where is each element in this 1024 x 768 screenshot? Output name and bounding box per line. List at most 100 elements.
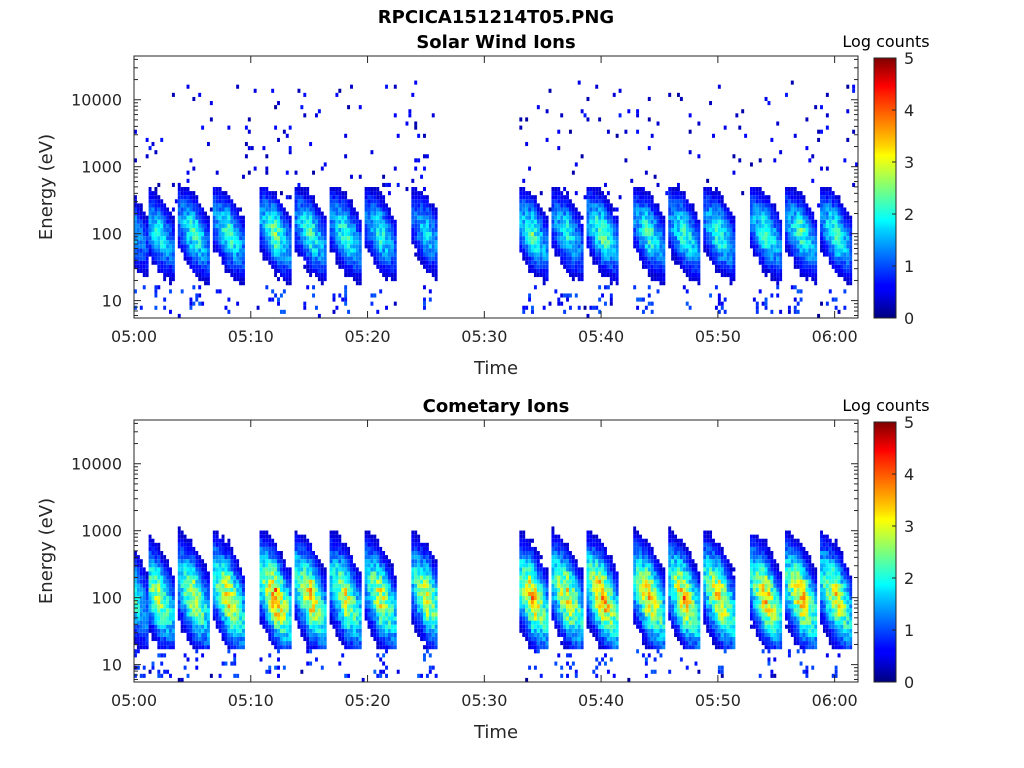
spectrogram-cell bbox=[262, 612, 266, 617]
spectrogram-cell bbox=[262, 211, 266, 216]
spectrogram-cell bbox=[385, 207, 388, 212]
spectrogram-cell bbox=[387, 232, 391, 237]
spectrogram-cell bbox=[285, 587, 289, 592]
spectrogram-cell bbox=[192, 285, 196, 290]
spectrogram-cell bbox=[224, 268, 228, 273]
spectrogram-cell bbox=[154, 256, 158, 261]
spectrogram-cell bbox=[265, 542, 269, 547]
spectrogram-cell bbox=[335, 236, 339, 241]
spectrogram-cell bbox=[358, 248, 362, 253]
spectrogram-cell bbox=[221, 227, 225, 233]
spectrogram-cell bbox=[236, 636, 240, 642]
spectrogram-cell bbox=[268, 248, 272, 253]
spectrogram-cell bbox=[242, 215, 245, 220]
spectrogram-cell bbox=[840, 219, 844, 224]
spectrogram-cell bbox=[787, 219, 791, 224]
spectrogram-cell bbox=[732, 240, 736, 245]
spectrogram-cell bbox=[268, 542, 272, 547]
spectrogram-cell bbox=[519, 248, 523, 253]
spectrogram-cell bbox=[160, 583, 164, 588]
spectrogram-cell bbox=[157, 268, 161, 273]
spectrogram-cell bbox=[344, 244, 348, 249]
spectrogram-cell bbox=[166, 591, 170, 597]
spectrogram-cell bbox=[230, 272, 234, 278]
spectrogram-cell bbox=[787, 215, 791, 220]
spectrogram-cell bbox=[531, 240, 534, 245]
spectrogram-cell bbox=[828, 195, 832, 200]
spectrogram-cell bbox=[568, 203, 572, 208]
spectrogram-cell bbox=[752, 199, 756, 204]
spectrogram-cell bbox=[843, 268, 847, 273]
spectrogram-cell bbox=[136, 260, 140, 265]
spectrogram-cell bbox=[808, 158, 812, 163]
spectrogram-cell bbox=[531, 232, 534, 237]
spectrogram-cell bbox=[434, 252, 438, 257]
spectrogram-cell bbox=[221, 600, 225, 605]
spectrogram-cell bbox=[653, 227, 657, 233]
spectrogram-cell bbox=[533, 272, 537, 278]
spectrogram-cell bbox=[136, 252, 140, 257]
spectrogram-cell bbox=[233, 268, 237, 273]
spectrogram-cell bbox=[218, 628, 222, 633]
spectrogram-cell bbox=[279, 616, 283, 621]
spectrogram-cell bbox=[198, 260, 202, 265]
spectrogram-cell bbox=[390, 260, 394, 265]
spectrogram-cell bbox=[519, 187, 523, 192]
spectrogram-cell bbox=[230, 616, 234, 621]
spectrogram-cell bbox=[227, 555, 231, 560]
spectrogram-cell bbox=[831, 211, 835, 216]
spectrogram-cell bbox=[230, 256, 234, 261]
spectrogram-cell bbox=[679, 256, 683, 261]
spectrogram-cell bbox=[370, 203, 374, 208]
spectrogram-cell bbox=[215, 579, 219, 584]
spectrogram-cell bbox=[814, 223, 818, 228]
spectrogram-cell bbox=[177, 591, 181, 597]
spectrogram-cell bbox=[431, 223, 435, 228]
spectrogram-cell bbox=[157, 252, 161, 257]
spectrogram-cell bbox=[169, 232, 172, 237]
spectrogram-cell bbox=[568, 211, 572, 216]
spectrogram-cell bbox=[297, 187, 301, 192]
spectrogram-cell bbox=[423, 195, 426, 200]
spectrogram-cell bbox=[148, 567, 152, 572]
spectrogram-cell bbox=[236, 219, 240, 224]
spectrogram-cell bbox=[239, 227, 243, 233]
spectrogram-cell bbox=[852, 88, 856, 93]
spectrogram-cell bbox=[277, 211, 280, 216]
spectrogram-cell bbox=[568, 256, 572, 261]
spectrogram-cell bbox=[297, 207, 301, 212]
spectrogram-cell bbox=[198, 277, 202, 282]
spectrogram-cell bbox=[148, 187, 152, 192]
spectrogram-cell bbox=[171, 232, 175, 237]
spectrogram-cell bbox=[192, 215, 196, 220]
spectrogram-cell bbox=[279, 215, 283, 220]
spectrogram-cell bbox=[373, 223, 377, 228]
spectrogram-cell bbox=[341, 223, 345, 228]
spectrogram-cell bbox=[198, 227, 202, 233]
spectrogram-cell bbox=[306, 236, 310, 241]
y-axis-label: Energy (eV) bbox=[36, 134, 57, 240]
spectrogram-cell bbox=[236, 575, 240, 580]
spectrogram-cell bbox=[636, 203, 640, 208]
spectrogram-cell bbox=[650, 203, 654, 208]
spectrogram-cell bbox=[712, 248, 715, 253]
spectrogram-cell bbox=[668, 195, 672, 200]
spectrogram-cell bbox=[265, 219, 269, 224]
spectrogram-cell bbox=[183, 591, 187, 597]
spectrogram-cell bbox=[239, 591, 243, 597]
spectrogram-cell bbox=[148, 252, 152, 257]
spectrogram-cell bbox=[536, 268, 540, 273]
spectrogram-cell bbox=[166, 571, 170, 576]
spectrogram-cell bbox=[776, 215, 780, 220]
spectrogram-cell bbox=[134, 256, 137, 261]
spectrogram-cell bbox=[268, 587, 272, 592]
spectrogram-cell bbox=[239, 645, 243, 650]
spectrogram-cell bbox=[414, 203, 418, 208]
spectrogram-cell bbox=[712, 260, 715, 265]
spectrogram-cell bbox=[350, 232, 353, 237]
spectrogram-cell bbox=[145, 620, 149, 625]
spectrogram-cell bbox=[428, 215, 432, 220]
spectrogram-cell bbox=[236, 268, 240, 273]
spectrogram-cell bbox=[204, 567, 207, 572]
spectrogram-cell bbox=[300, 207, 304, 212]
